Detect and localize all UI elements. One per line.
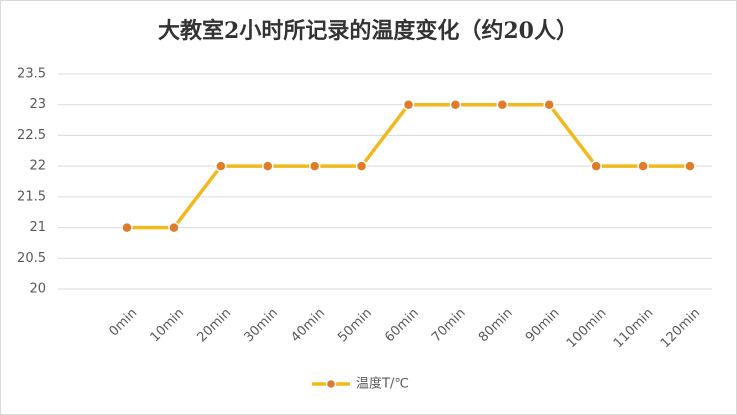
y-tick-label: 21.5 — [17, 189, 46, 204]
chart-title: 大教室2小时所记录的温度变化（约20人） — [158, 18, 578, 44]
point — [355, 160, 368, 172]
point — [215, 160, 227, 172]
point — [637, 160, 649, 172]
y-tick-label: 22 — [29, 159, 46, 174]
y-tick-label: 22.5 — [17, 128, 46, 143]
point — [496, 98, 509, 111]
point — [308, 160, 321, 172]
y-tick-label: 23 — [29, 97, 46, 112]
point — [590, 160, 602, 172]
y-tick-label: 23.5 — [17, 67, 46, 82]
point — [262, 160, 274, 172]
point — [449, 98, 462, 111]
legend-label: 温度T/℃ — [356, 376, 409, 392]
point — [402, 98, 415, 111]
point — [168, 221, 180, 234]
point — [543, 98, 555, 111]
y-tick-label: 21 — [29, 220, 46, 235]
point — [684, 160, 696, 172]
legend-marker — [325, 378, 337, 390]
y-tick-label: 20 — [29, 282, 46, 297]
y-tick-label: 20.5 — [17, 251, 46, 266]
point — [121, 221, 133, 234]
